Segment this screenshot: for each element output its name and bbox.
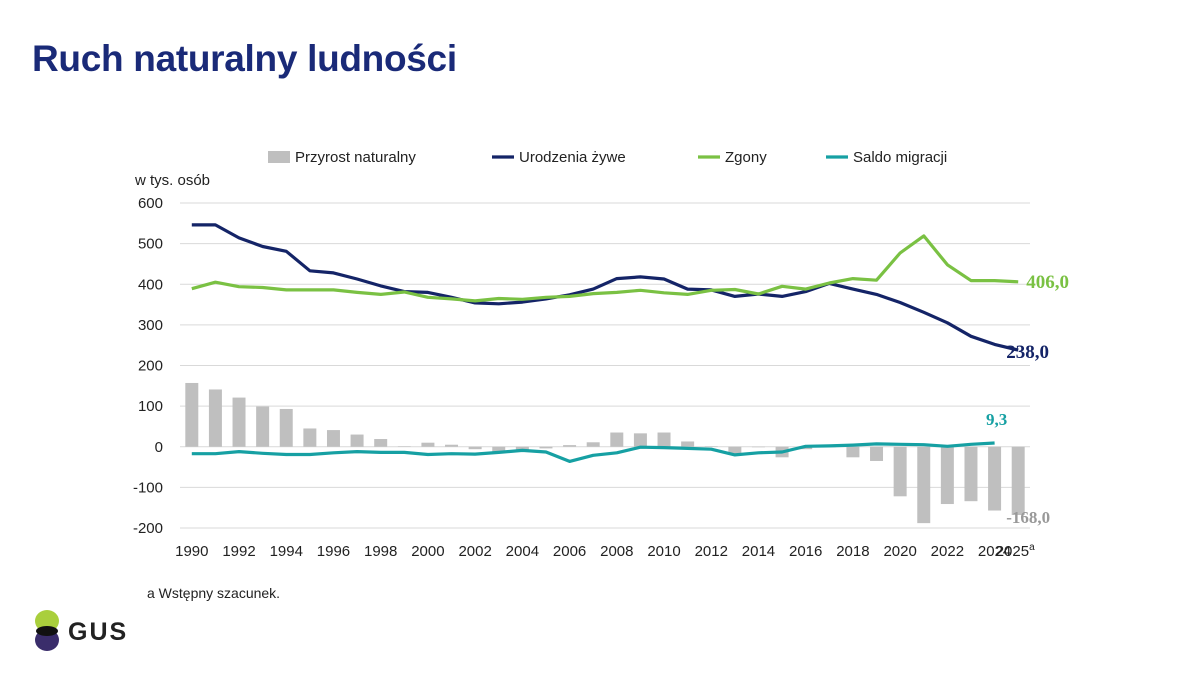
bar bbox=[232, 397, 246, 447]
bar bbox=[208, 389, 222, 447]
bar bbox=[397, 446, 411, 447]
y-tick-label: -200 bbox=[133, 520, 163, 537]
bar bbox=[988, 446, 1002, 511]
y-tick-label: 0 bbox=[155, 439, 163, 456]
x-tick-label: 1998 bbox=[364, 543, 397, 560]
logo-text: GUS bbox=[68, 618, 129, 646]
bar bbox=[350, 434, 364, 447]
bar bbox=[870, 446, 884, 461]
bar bbox=[799, 446, 813, 450]
x-tick-label: 2004 bbox=[506, 543, 539, 560]
bar bbox=[751, 446, 765, 448]
y-axis-label: w tys. osób bbox=[134, 172, 210, 189]
y-tick-label: 600 bbox=[138, 195, 163, 212]
bar bbox=[657, 432, 671, 447]
legend-label: Urodzenia żywe bbox=[519, 149, 626, 166]
x-tick-label: 2014 bbox=[742, 543, 775, 560]
bar bbox=[374, 439, 388, 447]
x-tick-label: 2012 bbox=[695, 543, 728, 560]
x-tick-label: 2010 bbox=[647, 543, 680, 560]
bar bbox=[610, 432, 624, 447]
bar bbox=[468, 446, 482, 450]
footnote: a Wstępny szacunek. bbox=[147, 585, 281, 601]
bar bbox=[728, 446, 742, 455]
bar bbox=[421, 442, 435, 447]
y-tick-label: 300 bbox=[138, 317, 163, 334]
bar bbox=[492, 446, 506, 453]
bar bbox=[586, 442, 600, 447]
y-tick-label: 100 bbox=[138, 398, 163, 415]
x-tick-label: 1990 bbox=[175, 543, 208, 560]
bar bbox=[303, 428, 317, 447]
x-tick-label: 1992 bbox=[222, 543, 255, 560]
bar bbox=[256, 406, 270, 447]
data-label: -168,0 bbox=[1006, 508, 1050, 527]
bar bbox=[539, 446, 553, 449]
bar bbox=[279, 408, 293, 447]
legend-swatch bbox=[268, 151, 290, 163]
gus-logo-icon bbox=[35, 610, 59, 651]
x-tick-label: 2002 bbox=[458, 543, 491, 560]
legend-label: Zgony bbox=[725, 149, 767, 166]
bar bbox=[326, 430, 340, 447]
bar bbox=[563, 445, 577, 447]
bar bbox=[185, 382, 199, 447]
page-title: Ruch naturalny ludności bbox=[32, 38, 457, 79]
bar bbox=[917, 446, 931, 524]
legend-label: Przyrost naturalny bbox=[295, 149, 416, 166]
legend-label: Saldo migracji bbox=[853, 149, 947, 166]
bar bbox=[445, 444, 459, 447]
x-tick-label: 1996 bbox=[317, 543, 350, 560]
bar bbox=[893, 446, 907, 497]
x-tick-label: 2022 bbox=[931, 543, 964, 560]
y-tick-label: 400 bbox=[138, 276, 163, 293]
x-tick-label: 2000 bbox=[411, 543, 444, 560]
data-label: 238,0 bbox=[1006, 342, 1049, 363]
data-label: 9,3 bbox=[986, 410, 1007, 429]
x-tick-label: 2024 bbox=[978, 543, 1011, 560]
y-tick-label: -100 bbox=[133, 479, 163, 496]
x-tick-label: 2018 bbox=[836, 543, 869, 560]
bar bbox=[704, 446, 718, 447]
bar bbox=[681, 441, 695, 447]
bar bbox=[964, 446, 978, 502]
bar bbox=[515, 446, 529, 450]
bar bbox=[846, 446, 860, 458]
series-line bbox=[191, 223, 1019, 352]
x-tick-label: 2016 bbox=[789, 543, 822, 560]
bar bbox=[1011, 446, 1025, 515]
y-tick-label: 500 bbox=[138, 236, 163, 253]
y-tick-label: 200 bbox=[138, 358, 163, 375]
bar bbox=[633, 433, 647, 447]
bar bbox=[940, 446, 954, 505]
series-line bbox=[191, 234, 1019, 303]
data-label: 406,0 bbox=[1026, 272, 1069, 293]
x-tick-superscript: a bbox=[1029, 542, 1035, 553]
x-tick-label: 1994 bbox=[270, 543, 303, 560]
x-tick-label: 2008 bbox=[600, 543, 633, 560]
x-tick-label: 2006 bbox=[553, 543, 586, 560]
series-line bbox=[191, 441, 995, 463]
x-tick-label: 2020 bbox=[883, 543, 916, 560]
x-tick-label: 2025a bbox=[996, 542, 1035, 560]
